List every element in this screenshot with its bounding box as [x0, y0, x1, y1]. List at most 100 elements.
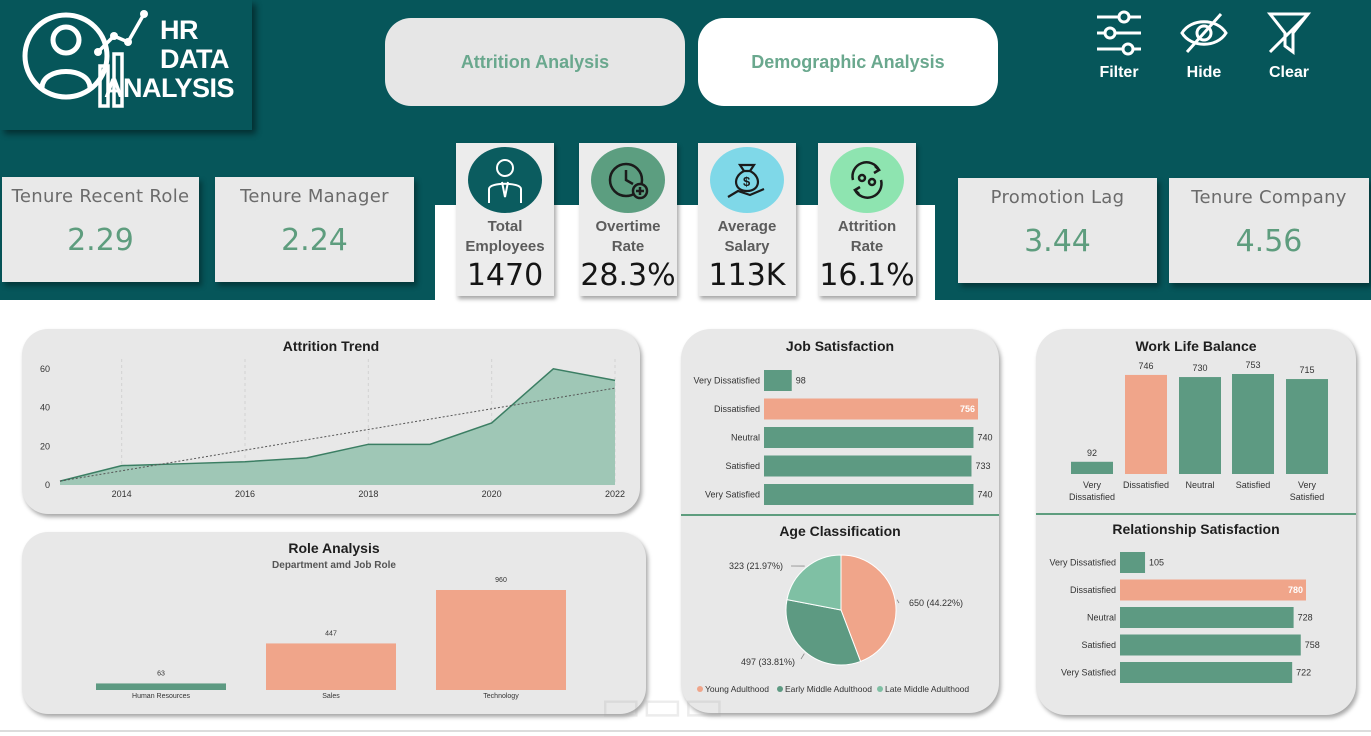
attrition-icon — [830, 147, 904, 213]
kpi-label-1: Overtime — [595, 218, 661, 235]
logo-line-1: HR — [160, 15, 199, 45]
x-tick-label: 2022 — [605, 489, 625, 499]
clear-button[interactable]: Clear — [1254, 8, 1324, 82]
kpi-label-2: Salary — [724, 238, 770, 255]
data-label: 92 — [1087, 448, 1097, 458]
role-analysis-title: Role Analysis — [288, 540, 380, 556]
kpi-value: 2.29 — [67, 223, 134, 258]
kpi-label-1: Attrition — [837, 218, 897, 235]
data-label: 98 — [796, 376, 806, 386]
satisfaction-bar — [1120, 607, 1294, 628]
slice-label: 323 (21.97%) — [729, 561, 783, 571]
category-label: Dissatisfied — [1070, 585, 1116, 595]
filter-sliders-icon — [1097, 10, 1141, 56]
category-label: Dissatisfied — [1069, 492, 1115, 502]
watermark: ▭▭▭ — [600, 680, 725, 731]
kpi-label: Tenure Manager — [240, 186, 389, 207]
satisfaction-bar — [764, 484, 974, 505]
wlb-bar — [1125, 374, 1167, 474]
legend-swatch — [697, 686, 703, 692]
satisfaction-bar — [764, 398, 978, 420]
wlb-relationship-card: Work Life Balance 92 Very Dissatisfied 746 D… — [1036, 329, 1356, 715]
category-label: Very Satisfied — [1061, 668, 1116, 678]
filter-off-icon — [1266, 12, 1312, 55]
category-label: Very Dissatisfied — [1049, 558, 1116, 568]
wlb-bar — [1071, 461, 1113, 474]
satisfaction-bar — [764, 427, 974, 448]
data-label: 758 — [1305, 640, 1320, 650]
data-label: 740 — [977, 433, 992, 443]
age-classification-chart: 650 (44.22%) 497 (33.81%) 323 (21.97%) Youn… — [697, 554, 969, 694]
satisfaction-bar — [1120, 634, 1301, 656]
work-life-balance-title: Work Life Balance — [1135, 338, 1257, 354]
y-tick-label: 0 — [45, 480, 50, 490]
filter-label: Filter — [1099, 64, 1139, 81]
data-label: 960 — [495, 577, 507, 584]
legend-label: Late Middle Adulthood — [885, 684, 969, 694]
satisfaction-bar — [764, 370, 792, 391]
x-tick-label: 2016 — [235, 489, 255, 499]
kpi-value: 28.3% — [580, 258, 676, 293]
kpi-label: Promotion Lag — [990, 187, 1125, 208]
leader-line — [896, 599, 900, 604]
data-label: 746 — [1138, 361, 1153, 371]
attrition-line — [59, 367, 616, 482]
x-tick-label: 2014 — [112, 489, 132, 499]
category-label: Very Satisfied — [705, 490, 760, 500]
data-label: 63 — [157, 670, 165, 677]
kpi-promotion-lag: Promotion Lag 3.44 — [958, 178, 1157, 283]
attrition-trend-title: Attrition Trend — [282, 338, 380, 354]
category-label: Satisfied — [1236, 480, 1271, 490]
kpi-tenure-manager: Tenure Manager 2.24 — [215, 177, 414, 282]
legend-swatch — [777, 686, 783, 692]
svg-text:$: $ — [743, 174, 751, 189]
hide-button[interactable]: Hide — [1169, 8, 1239, 82]
role-bar — [266, 643, 396, 690]
kpi-label-2: Rate — [611, 238, 645, 255]
kpi-tenure-recent-role: Tenure Recent Role 2.29 — [2, 177, 199, 282]
divider — [681, 514, 999, 516]
data-label: 447 — [325, 630, 337, 637]
pie-slice — [785, 599, 862, 666]
wlb-bar — [1179, 377, 1221, 474]
category-label: Dissatisfied — [1123, 480, 1169, 490]
data-label: 740 — [977, 490, 992, 500]
kpi-label-2: Rate — [850, 238, 884, 255]
relationship-satisfaction-title: Relationship Satisfaction — [1112, 521, 1280, 537]
data-label: 715 — [1299, 365, 1314, 375]
logo-line-2: DATA — [160, 44, 229, 74]
kpi-value: 3.44 — [1024, 224, 1091, 259]
category-label: Satisfied — [725, 461, 760, 471]
satisfaction-bar — [1120, 579, 1306, 601]
legend-label: Young Adulthood — [705, 684, 769, 694]
data-label: 730 — [1192, 363, 1207, 373]
job-age-card: Job Satisfaction Very Dissatisfied 98 Diss… — [681, 329, 999, 713]
role-analysis-subtitle: Department amd Job Role — [272, 560, 396, 571]
clock-icon — [591, 147, 665, 213]
job-satisfaction-title: Job Satisfaction — [785, 338, 895, 354]
category-label: Very Dissatisfied — [693, 376, 760, 386]
category-label: Very — [1083, 480, 1102, 490]
pie-slice — [786, 554, 842, 611]
kpi-label: Tenure Company — [1191, 187, 1347, 208]
y-tick-label: 20 — [40, 441, 50, 451]
category-label: Neutral — [1185, 480, 1214, 490]
teal-strip-left — [0, 290, 435, 300]
attrition-trend-card: Attrition Trend 2014 2016 2018 2020 2022 0 20 4… — [22, 329, 640, 514]
category-label: Human Resources — [132, 693, 190, 700]
kpi-value: 16.1% — [819, 258, 915, 293]
job-satisfaction-chart: Very Dissatisfied 98 Dissatisfied 756 Neutra… — [693, 370, 993, 505]
attrition-analysis-tab[interactable]: Attrition Analysis — [385, 18, 685, 106]
filter-button[interactable]: Filter — [1084, 8, 1154, 82]
kpi-label-1: Average — [717, 218, 777, 235]
x-tick-label: 2020 — [482, 489, 502, 499]
logo: HR DATA ANALYSIS — [0, 0, 252, 130]
attrition-trend-chart: 2014 2016 2018 2020 2022 0 20 40 60 — [40, 359, 625, 499]
satisfaction-bar — [764, 455, 972, 477]
category-label: Technology — [483, 693, 519, 700]
demographic-analysis-tab[interactable]: Demographic Analysis — [698, 18, 998, 106]
bottom-rule — [0, 730, 1371, 732]
eye-off-icon — [1180, 12, 1228, 54]
kpi-value: 1470 — [466, 258, 544, 293]
satisfaction-bar — [1120, 662, 1293, 683]
